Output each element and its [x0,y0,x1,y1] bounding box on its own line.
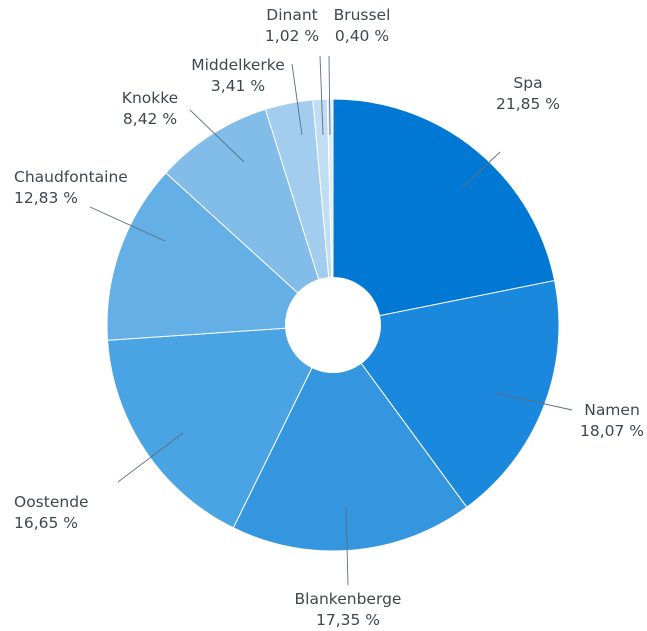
slice-label-knokke: Knokke 8,42 % [122,89,178,128]
slice-label-blankenberge: Blankenberge 17,35 % [295,590,402,629]
category-name: Spa [513,74,542,92]
pie-slice-namen [332,279,560,508]
category-name: Dinant [266,6,317,24]
slice-label-oostende: Oostende 16,65 % [14,493,89,532]
category-name: Blankenberge [295,590,402,608]
pie-slice-oostende [106,324,334,529]
category-name: Oostende [14,493,89,511]
leader-lines [89,55,573,586]
leader-line-brussel [328,55,331,136]
slice-label-middelkerke: Middelkerke 3,41 % [191,56,285,95]
pie-slice-chaudfontaine [106,172,335,341]
category-value: 3,41 % [211,77,265,95]
category-name: Chaudfontaine [14,168,128,186]
leader-line-knokke [189,109,245,163]
leader-line-dinant [319,55,324,136]
leader-line-spa [461,151,501,189]
category-name: Namen [584,401,640,419]
category-name: Brussel [334,6,391,24]
leader-line-namen [494,392,573,411]
category-value: 21,85 % [496,95,560,113]
slice-label-brussel: Brussel 0,40 % [334,6,391,45]
slice-labels: Spa 21,85 % Namen 18,07 % Blankenberge 17,35 … [14,6,644,629]
leader-line-middelkerke [291,63,303,136]
category-name: Knokke [122,89,178,107]
slice-label-spa: Spa 21,85 % [496,74,560,113]
pie-slice-blankenberge [232,324,468,552]
category-value: 12,83 % [14,189,78,207]
slice-label-chaudfontaine: Chaudfontaine 12,83 % [14,168,128,207]
pie-slice-brussel [326,98,334,326]
leader-line-chaudfontaine [89,206,166,242]
category-value: 0,40 % [335,27,389,45]
pie-slices [106,98,560,552]
slice-label-dinant: Dinant 1,02 % [265,6,319,45]
leader-line-blankenberge [345,506,349,586]
category-value: 8,42 % [123,110,177,128]
donut-hole [285,277,381,373]
category-value: 18,07 % [580,422,644,440]
pie-slice-spa [332,98,556,326]
leader-line-oostende [117,432,184,483]
category-name: Middelkerke [191,56,285,74]
slice-label-namen: Namen 18,07 % [580,401,644,440]
category-value: 1,02 % [265,27,319,45]
category-value: 17,35 % [316,611,380,629]
category-value: 16,65 % [14,514,78,532]
pie-slice-knokke [165,108,335,327]
